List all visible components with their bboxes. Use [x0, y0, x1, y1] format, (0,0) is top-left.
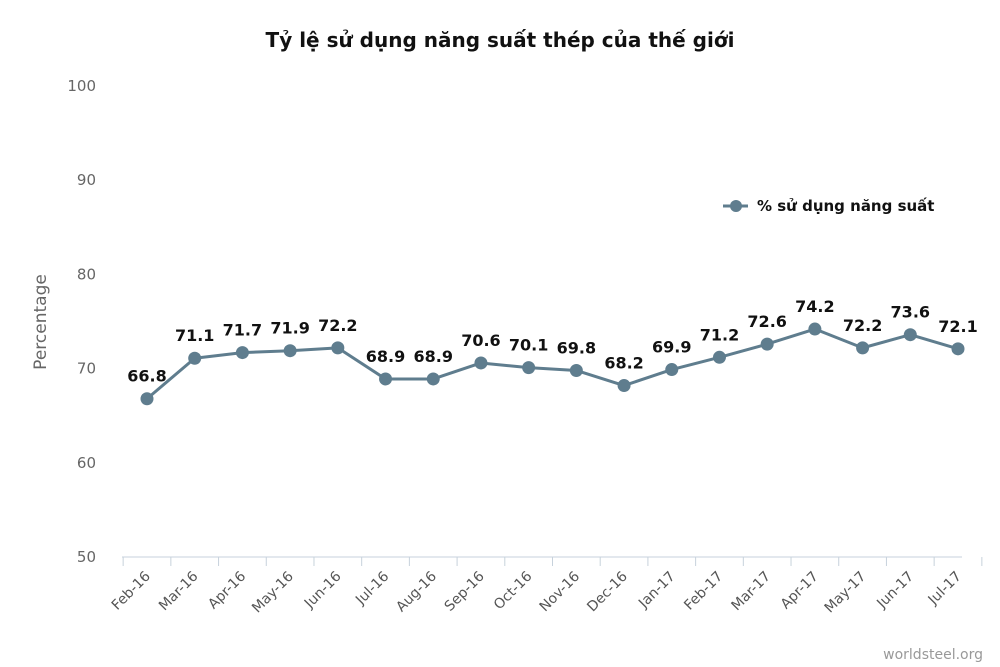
data-point[interactable] — [331, 341, 345, 355]
data-point[interactable] — [760, 337, 774, 351]
data-label: 68.2 — [604, 354, 643, 373]
x-tick-label: Aug-16 — [393, 568, 440, 615]
x-tick-label: Jun-16 — [301, 568, 345, 612]
series-line — [146, 327, 959, 400]
data-point[interactable] — [235, 346, 249, 360]
x-tick-label: Jul-17 — [925, 569, 965, 609]
data-label: 70.1 — [509, 336, 548, 355]
data-point[interactable] — [569, 363, 583, 377]
data-label: 74.2 — [795, 297, 834, 316]
x-tick-label: Jan-17 — [635, 569, 678, 612]
data-label: 71.9 — [270, 319, 309, 338]
x-tick-label: Apr-17 — [778, 569, 822, 613]
y-tick-label: 60 — [77, 454, 96, 472]
x-tick-label: Apr-16 — [205, 568, 249, 612]
data-point[interactable] — [474, 356, 488, 370]
data-label: 70.6 — [461, 331, 500, 350]
data-label: 69.9 — [652, 338, 691, 357]
y-tick-label: 50 — [77, 548, 96, 566]
x-tick-label: Jul-16 — [352, 568, 392, 608]
x-tick-label: Feb-17 — [681, 569, 726, 614]
data-point[interactable] — [856, 341, 870, 355]
legend-marker — [730, 200, 742, 212]
data-label: 69.8 — [557, 338, 596, 357]
data-point[interactable] — [617, 379, 631, 393]
data-label: 68.9 — [413, 347, 452, 366]
data-point[interactable] — [808, 322, 822, 336]
x-tick-label: Oct-16 — [491, 568, 536, 613]
legend-label: % sử dụng năng suất — [757, 197, 934, 215]
data-point[interactable] — [665, 363, 679, 377]
data-label: 68.9 — [366, 347, 405, 366]
y-tick-label: 100 — [67, 77, 96, 95]
data-point[interactable] — [712, 350, 726, 364]
x-tick-label: Jun-17 — [873, 569, 917, 613]
data-label: 72.2 — [843, 316, 882, 335]
x-tick-label: Dec-16 — [584, 568, 631, 615]
data-point[interactable] — [188, 351, 202, 365]
data-point[interactable] — [379, 372, 393, 386]
x-tick-label: May-16 — [249, 568, 297, 616]
y-tick-label: 70 — [77, 360, 96, 378]
data-point[interactable] — [951, 342, 965, 356]
data-point[interactable] — [140, 392, 154, 406]
data-point[interactable] — [522, 361, 536, 375]
y-tick-label: 90 — [77, 171, 96, 189]
y-tick-label: 80 — [77, 265, 96, 283]
data-label: 66.8 — [127, 367, 166, 386]
data-label: 71.1 — [175, 326, 214, 345]
data-label: 71.2 — [700, 325, 739, 344]
x-axis-ticks: Feb-16 Mar-16 Apr-16 May-16 Jun-16 Jul-16 Aug-… — [109, 557, 983, 617]
chart-title: Tỷ lệ sử dụng năng suất thép của thế giớ… — [266, 28, 735, 52]
y-axis-ticks: 50 60 70 80 90 100 — [67, 77, 96, 566]
data-label: 73.6 — [891, 303, 930, 322]
data-label: 72.1 — [938, 317, 977, 336]
source-credit[interactable]: worldsteel.org — [883, 647, 983, 663]
x-tick-label: Sep-16 — [442, 568, 488, 614]
x-tick-label: Feb-16 — [109, 568, 154, 613]
x-tick-label: Mar-17 — [728, 569, 774, 615]
y-axis-label: Percentage — [31, 274, 51, 370]
legend[interactable]: % sử dụng năng suất — [723, 197, 934, 215]
data-point[interactable] — [426, 372, 440, 386]
x-tick-label: Nov-16 — [537, 568, 584, 615]
data-point[interactable] — [283, 344, 297, 358]
x-tick-label: May-17 — [822, 569, 870, 617]
data-point[interactable] — [903, 328, 917, 342]
x-tick-label: Mar-16 — [156, 568, 202, 614]
data-label: 72.6 — [747, 312, 786, 331]
data-label: 72.2 — [318, 316, 357, 335]
series-layer: 66.8 71.1 71.7 71.9 72.2 68.9 68.9 70.6 70.1 69.8… — [127, 297, 978, 406]
data-label: 71.7 — [223, 321, 262, 340]
